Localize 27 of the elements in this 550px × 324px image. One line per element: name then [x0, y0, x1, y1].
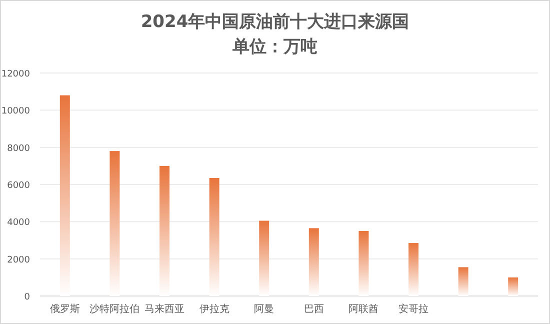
bar — [259, 220, 270, 296]
x-tick-label: 伊拉克 — [199, 303, 230, 315]
x-tick-label: 马来西亚 — [144, 303, 184, 315]
y-tick-label: 2000 — [7, 255, 30, 266]
y-tick-label: 10000 — [1, 106, 30, 117]
x-tick-label: 巴西 — [304, 304, 324, 315]
y-tick-label: 8000 — [7, 144, 30, 154]
bar — [110, 151, 120, 296]
x-tick-label: 俄罗斯 — [50, 303, 80, 315]
bar — [408, 243, 418, 296]
bar — [60, 95, 70, 296]
x-tick-label: 安哥拉 — [398, 303, 428, 315]
y-tick-label: 0 — [24, 292, 30, 302]
y-tick-label: 6000 — [7, 181, 30, 191]
y-tick-label: 12000 — [1, 70, 30, 80]
bar — [308, 228, 319, 296]
chart-title: 2024年中国原油前十大进口来源国 — [140, 12, 410, 32]
y-tick-label: 4000 — [7, 218, 30, 228]
bar — [209, 178, 220, 296]
x-tick-label: 阿曼 — [254, 304, 274, 315]
chart-subtitle: 单位：万吨 — [232, 37, 318, 57]
bar — [458, 267, 468, 296]
x-tick-label: 沙特阿拉伯 — [90, 303, 140, 315]
bar — [358, 230, 369, 296]
x-tick-label: 阿联酋 — [348, 303, 379, 315]
bar — [508, 277, 518, 296]
bar — [160, 166, 170, 296]
